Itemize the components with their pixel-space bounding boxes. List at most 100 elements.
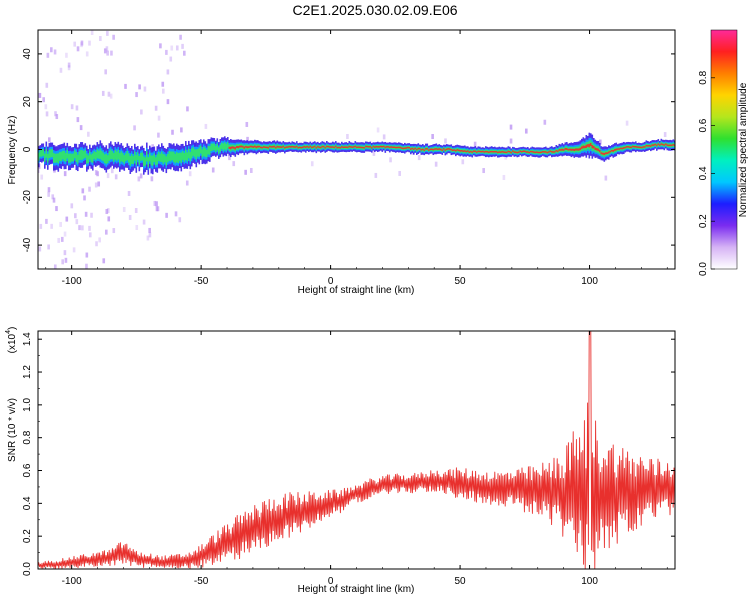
ridge-cell <box>290 146 292 148</box>
spectrogram-cell <box>72 247 76 253</box>
ridge-cell <box>446 148 448 151</box>
ridge-cell <box>542 151 544 153</box>
ridge-cell <box>449 148 451 150</box>
spectrogram-cell <box>106 30 109 36</box>
ridge-cell <box>551 150 553 153</box>
ridge-cell <box>188 148 190 159</box>
spectrogram-cell <box>161 81 165 87</box>
spectrogram-cell <box>165 49 168 55</box>
ridge-cell <box>524 150 526 153</box>
snr-panel: -100 -50 0 50 100 0.0 0.2 0.4 0.6 0.8 1.0 1.2 1.4 H… <box>5 327 676 595</box>
ridge-cell <box>296 145 298 148</box>
x-tick-label: -100 <box>62 576 82 587</box>
ridge-cell <box>599 149 601 153</box>
ridge-cell <box>96 149 99 159</box>
ridge-cell <box>218 147 220 154</box>
colorbar-tick-label: 0.6 <box>698 118 709 132</box>
ridge-cell <box>240 145 243 148</box>
spectrogram-cell <box>186 106 189 112</box>
snr-x-label: Height of straight line (km) <box>298 584 415 595</box>
ridge-cell <box>452 149 454 152</box>
y-tick-label: 40 <box>22 48 33 60</box>
ridge-cell <box>116 151 118 161</box>
spectrogram-y-label: Frequency (Hz) <box>7 116 18 185</box>
ridge-cell <box>74 150 76 159</box>
ridge-cell <box>78 151 81 161</box>
ridge-cell <box>95 152 97 161</box>
ridge-cell <box>534 151 537 154</box>
ridge-cell <box>156 154 159 165</box>
ridge-cell <box>644 146 646 148</box>
ridge-cell <box>200 145 202 154</box>
ridge-cell <box>533 151 535 153</box>
spectrogram-cell <box>598 139 602 145</box>
ridge-cell <box>278 146 280 148</box>
ridge-cell <box>521 151 523 153</box>
ridge-cell <box>398 146 400 149</box>
spectrogram-cell <box>94 170 98 176</box>
y-tick-label: 0.0 <box>22 562 33 576</box>
ridge-cell <box>341 146 343 148</box>
spectrogram-cell <box>159 43 162 49</box>
ridge-cell <box>518 151 520 153</box>
ridge-cell <box>87 155 90 164</box>
ridge-cell <box>44 153 46 162</box>
ridge-cell <box>159 153 162 162</box>
ridge-cell <box>347 146 349 149</box>
spectrogram-cell <box>38 167 40 173</box>
ridge-cell <box>482 150 484 153</box>
ridge-cell <box>338 146 340 149</box>
ridge-cell <box>191 148 193 159</box>
ridge-cell <box>672 144 675 146</box>
ridge-cell <box>504 151 507 154</box>
ridge-cell <box>437 148 439 151</box>
ridge-cell <box>461 149 463 152</box>
ridge-cell <box>225 143 228 151</box>
ridge-cell <box>107 155 109 164</box>
ridge-cell <box>131 154 133 164</box>
ridge-cell <box>270 146 273 148</box>
ridge-cell <box>393 146 396 149</box>
ridge-cell <box>324 146 327 149</box>
ridge-cell <box>129 156 132 166</box>
ridge-cell <box>570 148 573 151</box>
ridge-cell <box>330 146 333 148</box>
ridge-cell <box>345 146 348 148</box>
ridge-cell <box>654 143 657 146</box>
ridge-cell <box>267 146 270 149</box>
ridge-cell <box>434 148 436 150</box>
spectrogram-cell <box>105 209 109 215</box>
ridge-cell <box>132 156 135 165</box>
ridge-cell <box>615 148 618 151</box>
spectrogram-cell <box>70 104 74 110</box>
ridge-cell <box>219 144 222 152</box>
ridge-cell <box>464 150 466 152</box>
ridge-cell <box>135 154 138 165</box>
ridge-cell <box>168 151 171 161</box>
spectrogram-cell <box>65 52 68 58</box>
x-tick-label: -100 <box>62 276 82 287</box>
ridge-cell <box>162 153 165 164</box>
spectrogram-cell <box>232 161 236 167</box>
spectrogram-cell <box>81 225 84 231</box>
ridge-cell <box>243 146 246 149</box>
ridge-cell <box>297 146 300 149</box>
ridge-cell <box>407 146 409 149</box>
ridge-cell <box>447 148 450 150</box>
ridge-cell <box>608 151 610 154</box>
spectrogram-cell <box>157 132 160 138</box>
ridge-cell <box>587 144 589 147</box>
ridge-cell <box>528 151 531 154</box>
spectrogram-cell <box>95 241 98 247</box>
spectrogram-cell <box>51 194 55 200</box>
ridge-cell <box>488 151 490 154</box>
spectrogram-cell <box>104 69 107 75</box>
ridge-cell <box>627 146 630 148</box>
ridge-cell <box>405 147 408 149</box>
ridge-cell <box>420 149 423 151</box>
ridge-cell <box>264 146 267 149</box>
spectrogram-cell <box>139 173 143 179</box>
ridge-cell <box>320 146 322 149</box>
ridge-cell <box>552 151 555 153</box>
snr-y-label: SNR (10 * v/v) <box>7 398 18 462</box>
